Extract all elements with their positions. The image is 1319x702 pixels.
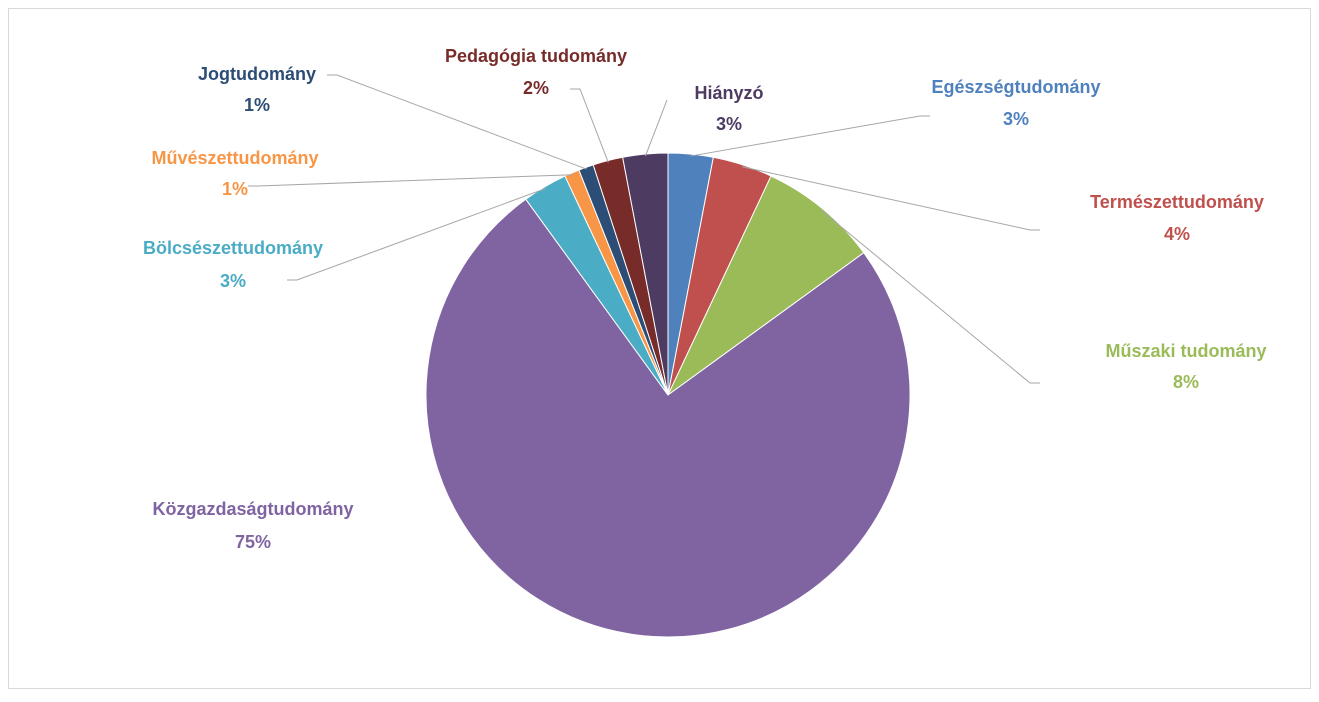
data-label-name: Pedagógia tudomány — [445, 46, 627, 66]
leader-line — [248, 174, 573, 187]
data-label-value: 8% — [1173, 372, 1199, 392]
leader-line — [327, 74, 587, 170]
data-label-name: Műszaki tudomány — [1105, 341, 1266, 361]
data-label-name: Közgazdaságtudomány — [152, 499, 353, 519]
data-label-name: Művészettudomány — [151, 148, 318, 168]
data-label-value: 3% — [1003, 109, 1029, 129]
pie-slice — [425, 198, 911, 638]
data-label-value: 1% — [222, 179, 248, 199]
leader-line — [742, 166, 1040, 231]
leader-line — [287, 187, 547, 281]
pie-slice — [622, 152, 669, 396]
leader-line — [570, 88, 609, 163]
leader-line — [644, 99, 668, 157]
data-label-value: 4% — [1164, 224, 1190, 244]
data-label-value: 3% — [220, 271, 246, 291]
data-label-value: 75% — [235, 532, 271, 552]
data-label-value: 1% — [244, 95, 270, 115]
data-label-name: Természettudomány — [1090, 192, 1264, 212]
data-label-name: Bölcsészettudomány — [143, 238, 323, 258]
data-label-value: 3% — [716, 114, 742, 134]
leader-line — [690, 115, 930, 157]
data-label-value: 2% — [523, 78, 549, 98]
pie-slice — [667, 175, 865, 396]
data-label-name: Hiányzó — [694, 83, 763, 103]
data-label-name: Egészségtudomány — [931, 77, 1100, 97]
data-label-name: Jogtudomány — [198, 64, 316, 84]
leader-line — [820, 209, 1040, 384]
